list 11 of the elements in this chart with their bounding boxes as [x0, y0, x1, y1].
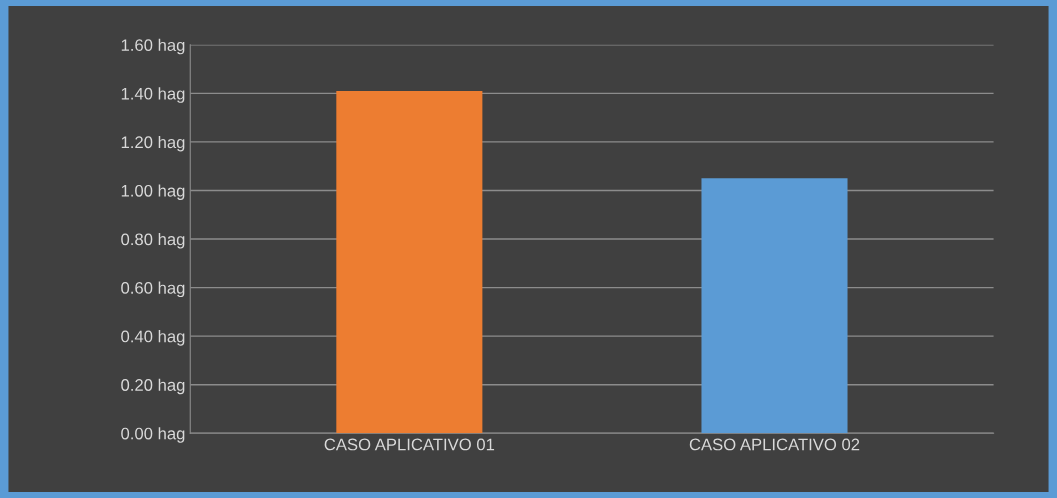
- x-tick-label: CASO APLICATIVO 01: [324, 438, 495, 451]
- y-tick-label: 0.80 hag: [121, 233, 185, 249]
- y-tick-label: 0.00 hag: [121, 427, 185, 443]
- y-tick-label: 0.40 hag: [121, 330, 185, 346]
- y-tick-label: 1.00 hag: [121, 184, 185, 200]
- y-tick-label: 1.20 hag: [121, 135, 185, 152]
- y-tick-label: 0.20 hag: [121, 378, 185, 395]
- y-tick-label: 0.60 hag: [121, 281, 185, 298]
- x-tick-label: CASO APLICATIVO 02: [689, 438, 860, 451]
- y-tick-label: 1.40 hag: [121, 87, 185, 103]
- y-tick-label: 1.60 hag: [121, 38, 185, 55]
